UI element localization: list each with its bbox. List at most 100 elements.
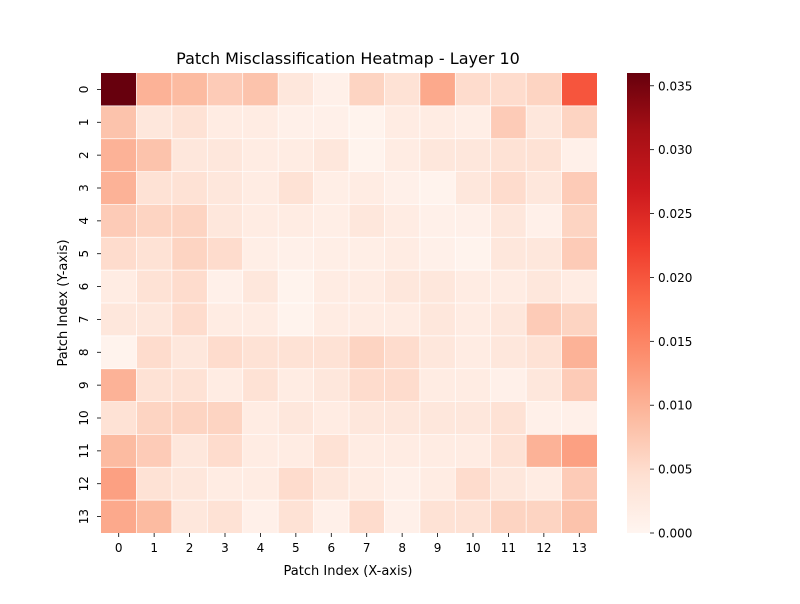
heatmap-cell-r3-c9 (419, 171, 456, 205)
x-tick-label-2: 2 (186, 541, 194, 555)
heatmap-cell-r1-c7 (349, 105, 385, 139)
heatmap-cell-r6-c12 (526, 270, 562, 303)
heatmap-cell-r13-c5 (278, 500, 314, 533)
heatmap-cell-r11-c11 (490, 434, 527, 468)
heatmap-cell-r8-c2 (171, 335, 208, 369)
heatmap-cell-r12-c2 (171, 467, 208, 501)
heatmap-cell-r2-c12 (526, 138, 562, 172)
heatmap-cell-r12-c0 (101, 467, 137, 501)
heatmap-cell-r1-c11 (490, 105, 527, 139)
heatmap-cell-r11-c7 (349, 434, 385, 468)
heatmap-cell-r10-c8 (384, 401, 420, 435)
colorbar-tick-label-4: 0.020 (658, 271, 692, 285)
heatmap-cell-r11-c12 (526, 434, 562, 468)
heatmap-cell-r5-c10 (455, 237, 491, 271)
heatmap-cell-r6-c2 (171, 270, 208, 303)
chart-title: Patch Misclassification Heatmap - Layer … (176, 49, 520, 68)
heatmap-cell-r11-c2 (171, 434, 208, 468)
heatmap-cell-r6-c3 (207, 270, 243, 303)
y-tick-label-8: 8 (77, 348, 91, 356)
heatmap-cell-r9-c2 (171, 368, 208, 402)
heatmap-cell-r8-c1 (136, 335, 172, 369)
heatmap-cell-r1-c0 (101, 105, 137, 139)
heatmap-cell-r10-c4 (242, 401, 279, 435)
heatmap-cell-r3-c5 (278, 171, 314, 205)
heatmap-cell-r2-c9 (419, 138, 456, 172)
heatmap-cell-r6-c5 (278, 270, 314, 303)
x-tick-label-4: 4 (257, 541, 265, 555)
colorbar-tick-label-5: 0.025 (658, 207, 692, 221)
heatmap-cell-r12-c6 (313, 467, 349, 501)
heatmap-cell-r3-c0 (101, 171, 137, 205)
heatmap-cell-r5-c1 (136, 237, 172, 271)
heatmap-cell-r10-c2 (171, 401, 208, 435)
heatmap-cell-r12-c11 (490, 467, 527, 501)
heatmap-cell-r4-c13 (561, 204, 597, 238)
heatmap-cell-r5-c13 (561, 237, 597, 271)
heatmap-cell-r7-c13 (561, 303, 597, 336)
heatmap-cell-r5-c6 (313, 237, 349, 271)
heatmap-cell-r9-c6 (313, 368, 349, 402)
heatmap-cell-r11-c3 (207, 434, 243, 468)
x-tick-label-7: 7 (363, 541, 371, 555)
x-tick-label-5: 5 (292, 541, 300, 555)
heatmap-cell-r8-c8 (384, 335, 420, 369)
colorbar-tick-label-0: 0.000 (658, 527, 692, 541)
heatmap-cell-r11-c0 (101, 434, 137, 468)
y-tick-label-1: 1 (77, 118, 91, 126)
heatmap-cell-r7-c4 (242, 303, 279, 336)
heatmap-cell-r6-c10 (455, 270, 491, 303)
heatmap-cell-r6-c7 (349, 270, 385, 303)
heatmap-cell-r4-c5 (278, 204, 314, 238)
y-tick-label-3: 3 (77, 184, 91, 192)
heatmap-cell-r11-c9 (419, 434, 456, 468)
heatmap-cell-r3-c2 (171, 171, 208, 205)
heatmap-cell-r13-c0 (101, 500, 137, 533)
y-tick-label-6: 6 (77, 283, 91, 291)
heatmap-cell-r4-c3 (207, 204, 243, 238)
heatmap-cell-r2-c2 (171, 138, 208, 172)
heatmap-cell-r2-c13 (561, 138, 597, 172)
heatmap-cell-r13-c10 (455, 500, 491, 533)
heatmap-cell-r9-c10 (455, 368, 491, 402)
heatmap-cell-r0-c9 (419, 73, 456, 106)
x-tick-label-10: 10 (465, 541, 480, 555)
heatmap-cell-r0-c10 (455, 73, 491, 106)
heatmap-cell-r5-c2 (171, 237, 208, 271)
x-tick-label-11: 11 (501, 541, 516, 555)
y-axis-label: Patch Index (Y-axis) (56, 239, 71, 366)
heatmap-cell-r5-c3 (207, 237, 243, 271)
heatmap-cell-r12-c13 (561, 467, 597, 501)
heatmap-cell-r4-c6 (313, 204, 349, 238)
heatmap-cell-r1-c4 (242, 105, 279, 139)
heatmap-cell-r6-c4 (242, 270, 279, 303)
x-tick-label-6: 6 (327, 541, 335, 555)
heatmap-cell-r13-c12 (526, 500, 562, 533)
heatmap-cell-r9-c11 (490, 368, 527, 402)
heatmap-cell-r9-c12 (526, 368, 562, 402)
heatmap-cell-r4-c9 (419, 204, 456, 238)
heatmap-cell-r12-c8 (384, 467, 420, 501)
heatmap-cell-r13-c1 (136, 500, 172, 533)
heatmap-cell-r2-c5 (278, 138, 314, 172)
heatmap-cell-r12-c10 (455, 467, 491, 501)
heatmap-cell-r8-c13 (561, 335, 597, 369)
heatmap-cell-r11-c8 (384, 434, 420, 468)
heatmap-cell-r2-c8 (384, 138, 420, 172)
heatmap-cell-r3-c13 (561, 171, 597, 205)
heatmap-cell-r4-c10 (455, 204, 491, 238)
heatmap-cell-r11-c10 (455, 434, 491, 468)
colorbar-tick-label-7: 0.035 (658, 79, 692, 93)
heatmap-cell-r1-c9 (419, 105, 456, 139)
y-tick-label-7: 7 (77, 316, 91, 324)
heatmap-cell-r4-c12 (526, 204, 562, 238)
heatmap-cell-r7-c7 (349, 303, 385, 336)
heatmap-cell-r12-c3 (207, 467, 243, 501)
x-tick-label-9: 9 (434, 541, 442, 555)
heatmap-cell-r13-c11 (490, 500, 527, 533)
heatmap-cell-r10-c5 (278, 401, 314, 435)
y-tick-label-2: 2 (77, 151, 91, 159)
x-tick-label-1: 1 (150, 541, 158, 555)
heatmap-cell-r13-c3 (207, 500, 243, 533)
